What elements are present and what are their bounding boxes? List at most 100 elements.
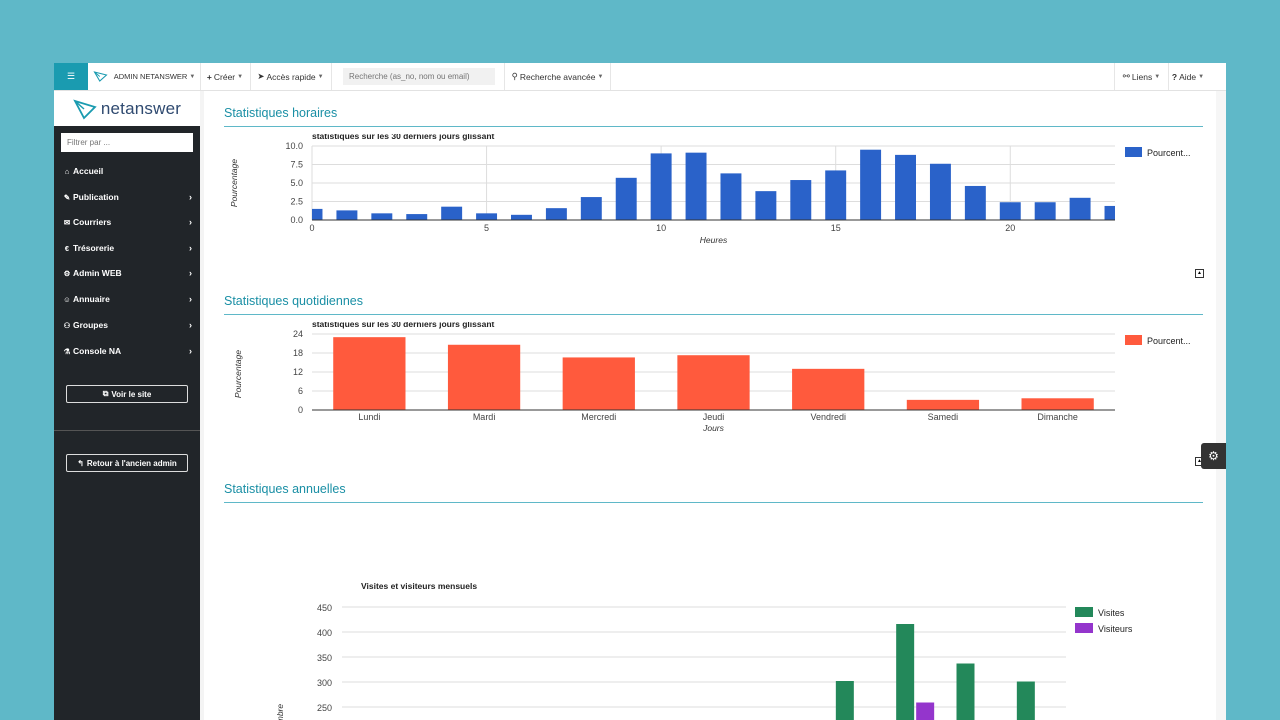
help-menu[interactable]: ? Aide ▼ bbox=[1167, 63, 1209, 90]
view-site-button[interactable]: ⧉ Voir le site bbox=[66, 385, 188, 403]
collapse-icon[interactable]: ▲ bbox=[1195, 269, 1204, 278]
chart-title: statistiques sur les 30 derniers jours g… bbox=[312, 134, 495, 141]
legend-label: Visiteurs bbox=[1098, 624, 1133, 634]
chevron-down-icon: ▼ bbox=[1154, 73, 1161, 80]
sidebar-item-groupes[interactable]: ⚇ Groupes › bbox=[62, 318, 192, 332]
section-divider bbox=[224, 314, 1203, 315]
admin-menu[interactable]: ADMIN NETANSWER ▼ bbox=[88, 63, 201, 90]
chevron-down-icon: ▼ bbox=[237, 73, 244, 80]
advanced-search-label: Recherche avancée bbox=[519, 71, 596, 82]
search-input[interactable] bbox=[343, 68, 495, 85]
sidebar-item-annuaire[interactable]: ☺ Annuaire › bbox=[62, 292, 192, 306]
bar-h2 bbox=[371, 213, 393, 220]
sidebar-item-label: Annuaire bbox=[73, 294, 110, 304]
scrollbar[interactable] bbox=[1216, 91, 1226, 720]
create-label: Créer bbox=[213, 71, 236, 82]
legend-swatch bbox=[1125, 147, 1142, 157]
pointer-icon: ➤ bbox=[257, 71, 265, 81]
legend-swatch bbox=[1075, 623, 1093, 633]
sidebar-item-label: Groupes bbox=[73, 320, 108, 330]
chevron-right-icon: › bbox=[189, 294, 192, 304]
sidebar-item-label: Admin WEB bbox=[73, 268, 122, 278]
quick-access-menu[interactable]: ➤ Accès rapide ▼ bbox=[250, 63, 332, 90]
bar-h0 bbox=[312, 208, 323, 220]
chevron-right-icon: › bbox=[189, 320, 192, 330]
daily-chart: statistiques sur les 30 derniers jours g… bbox=[224, 322, 1204, 452]
bar-h21 bbox=[1034, 202, 1056, 220]
sidebar-item-admin-web[interactable]: ⚙ Admin WEB › bbox=[62, 266, 192, 280]
x-tick-label: 5 bbox=[484, 223, 489, 233]
chevron-right-icon: › bbox=[189, 192, 192, 202]
bar-h6 bbox=[511, 214, 532, 220]
envelope-icon: ✉ bbox=[63, 217, 71, 227]
sidebar-item-tresorerie[interactable]: € Trésorerie › bbox=[62, 241, 192, 255]
bar-h11 bbox=[685, 152, 707, 220]
bar-samedi bbox=[906, 399, 980, 410]
x-axis-label: Heures bbox=[700, 235, 728, 245]
sidebar-item-publication[interactable]: ✎ Publication › bbox=[62, 190, 192, 204]
gear-icon: ⚙ bbox=[63, 268, 71, 278]
y-tick-label: 5.0 bbox=[290, 178, 303, 188]
chevron-down-icon: ▼ bbox=[317, 73, 324, 80]
monthly-chart: Visites et visiteurs mensuels20025030035… bbox=[224, 531, 1204, 720]
x-tick-label: Dimanche bbox=[1037, 412, 1078, 422]
x-tick-label: Lundi bbox=[358, 412, 380, 422]
create-menu[interactable]: + Créer ▼ bbox=[200, 63, 251, 90]
y-axis-label: Pourcentage bbox=[233, 350, 243, 398]
old-admin-button[interactable]: ↰ Retour à l'ancien admin bbox=[66, 454, 188, 472]
bar-visiteurs-9 bbox=[916, 702, 935, 720]
search-icon: ⚲ bbox=[511, 71, 518, 81]
bar-h12 bbox=[720, 173, 742, 220]
bar-h10 bbox=[650, 153, 672, 220]
x-tick-label: Vendredi bbox=[810, 412, 846, 422]
chart-title: Visites et visiteurs mensuels bbox=[361, 581, 477, 591]
user-icon: ☺ bbox=[63, 294, 71, 304]
x-tick-label: 0 bbox=[309, 223, 314, 233]
bar-jeudi bbox=[677, 355, 750, 410]
menu-icon: ☰ bbox=[66, 71, 76, 81]
sidebar-item-accueil[interactable]: ⌂ Accueil bbox=[62, 164, 192, 178]
sidebar-filter-input[interactable] bbox=[61, 133, 193, 152]
legend-label: Pourcent... bbox=[1147, 336, 1191, 346]
bar-visites-9 bbox=[896, 624, 915, 720]
sidebar-logo[interactable]: netanswer bbox=[54, 91, 200, 126]
bar-visites-8 bbox=[835, 681, 854, 720]
sidebar-item-label: Console NA bbox=[73, 346, 122, 356]
bar-visites-10 bbox=[956, 663, 975, 720]
y-axis-label: Nombre bbox=[275, 704, 285, 720]
section-title-yearly: Statistiques annuelles bbox=[224, 482, 346, 496]
sidebar-item-label: Publication bbox=[73, 192, 119, 202]
link-icon: ⚯ bbox=[1122, 71, 1130, 81]
bar-h9 bbox=[615, 177, 637, 220]
bar-lundi bbox=[333, 337, 406, 410]
sidebar-toggle-button[interactable]: ☰ bbox=[54, 63, 88, 90]
logo-text: netanswer bbox=[100, 98, 182, 118]
x-tick-label: 20 bbox=[1005, 223, 1015, 233]
help-label: Aide bbox=[1179, 71, 1197, 82]
chart-title: statistiques sur les 30 derniers jours g… bbox=[312, 322, 495, 329]
bar-h7 bbox=[545, 208, 567, 220]
chevron-down-icon: ▼ bbox=[189, 73, 196, 80]
sidebar-item-courriers[interactable]: ✉ Courriers › bbox=[62, 215, 192, 229]
chevron-right-icon: › bbox=[189, 243, 192, 253]
section-divider bbox=[224, 126, 1203, 127]
x-tick-label: 10 bbox=[656, 223, 666, 233]
links-menu[interactable]: ⚯ Liens ▼ bbox=[1114, 63, 1169, 90]
settings-gear-icon[interactable]: ⚙ bbox=[1201, 443, 1226, 469]
bar-h17 bbox=[895, 154, 916, 220]
sidebar-item-console-na[interactable]: ⚗ Console NA › bbox=[62, 344, 192, 358]
x-tick-label: Jeudi bbox=[703, 412, 725, 422]
bar-mercredi bbox=[562, 357, 635, 410]
bar-h15 bbox=[825, 170, 847, 220]
hourly-chart: statistiques sur les 30 derniers jours g… bbox=[224, 134, 1204, 262]
x-tick-label: Samedi bbox=[928, 412, 959, 422]
bar-h19 bbox=[964, 185, 986, 220]
euro-icon: € bbox=[64, 243, 70, 253]
question-icon: ? bbox=[1171, 71, 1178, 82]
advanced-search-menu[interactable]: ⚲ Recherche avancée ▼ bbox=[504, 63, 611, 90]
chevron-down-icon: ▼ bbox=[597, 73, 604, 80]
bar-h4 bbox=[441, 206, 463, 220]
bar-h23 bbox=[1104, 205, 1115, 220]
y-tick-label: 2.5 bbox=[290, 197, 303, 207]
bar-visites-11 bbox=[1016, 681, 1035, 720]
